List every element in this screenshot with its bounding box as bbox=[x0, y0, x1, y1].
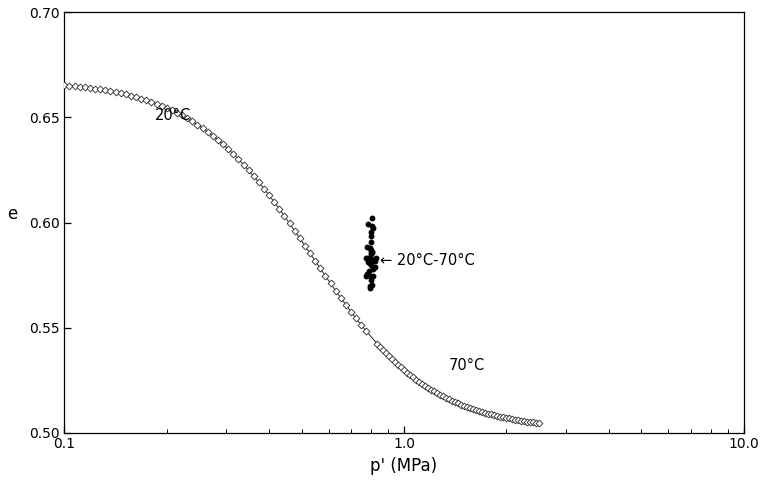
Text: ← 20°C-70°C: ← 20°C-70°C bbox=[380, 253, 475, 268]
Y-axis label: e: e bbox=[7, 204, 17, 223]
X-axis label: p' (MPa): p' (MPa) bbox=[371, 457, 437, 475]
Text: 20°C: 20°C bbox=[155, 107, 192, 122]
Text: 70°C: 70°C bbox=[448, 358, 485, 373]
